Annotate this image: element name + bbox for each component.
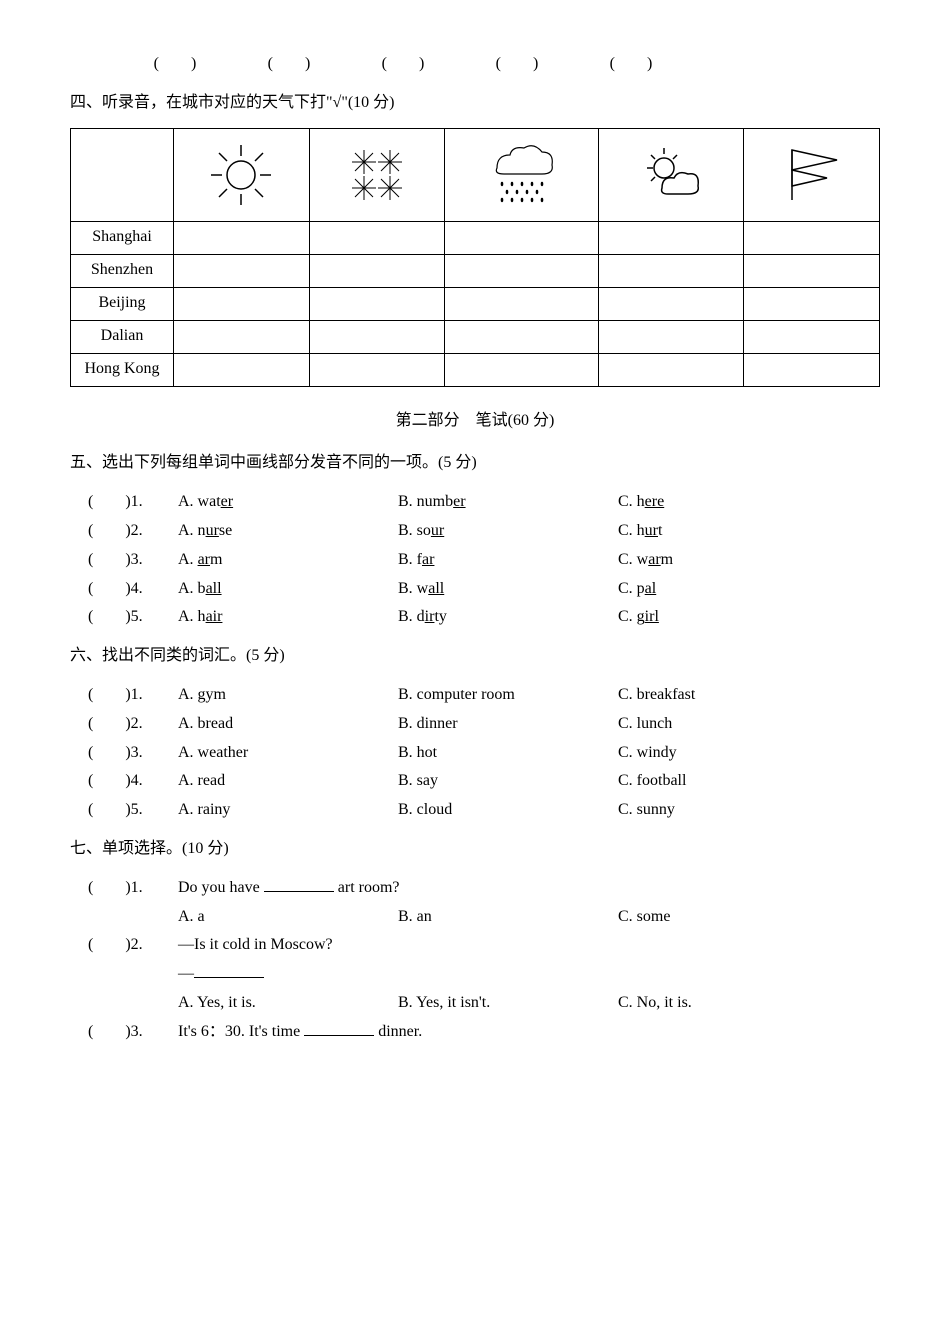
snow-icon bbox=[309, 128, 445, 221]
question-row: ( )5. A. hairB. dirtyC. girl bbox=[88, 603, 880, 632]
option-c: C. here bbox=[618, 488, 664, 517]
paren-slot[interactable]: ( )3. bbox=[88, 739, 178, 768]
option-c: C. No, it is. bbox=[618, 989, 692, 1018]
paren-slot[interactable]: ( )5. bbox=[88, 796, 178, 825]
paren-slot[interactable]: ( )3. bbox=[88, 1018, 178, 1047]
rain-icon bbox=[445, 128, 599, 221]
blank-field[interactable] bbox=[194, 963, 264, 978]
option-c: C. some bbox=[618, 903, 670, 932]
question-row: ( )2. A. breadB. dinnerC. lunch bbox=[88, 710, 880, 739]
question-row: ( )4. A. readB. sayC. football bbox=[88, 767, 880, 796]
option-a: A. nurse bbox=[178, 517, 398, 546]
paren-slot[interactable]: ( ) bbox=[234, 50, 344, 79]
option-c: C. lunch bbox=[618, 710, 672, 739]
paren-slot[interactable]: ( ) bbox=[462, 50, 572, 79]
option-b: B. Yes, it isn't. bbox=[398, 989, 618, 1018]
option-a: A. a bbox=[178, 903, 398, 932]
option-b: B. sour bbox=[398, 517, 618, 546]
paren-slot[interactable]: ( )3. bbox=[88, 546, 178, 575]
question-row: ( )1. A. waterB. numberC. here bbox=[88, 488, 880, 517]
q7-2-options: A. Yes, it is. B. Yes, it isn't. C. No, … bbox=[178, 989, 880, 1018]
cloudy-icon bbox=[599, 128, 744, 221]
paren-slot[interactable]: ( )1. bbox=[88, 681, 178, 710]
section5-title: 五、选出下列每组单词中画线部分发音不同的一项。(5 分) bbox=[70, 449, 880, 478]
checkbox-row: ( ) ( ) ( ) ( ) ( ) bbox=[120, 50, 880, 79]
option-b: B. far bbox=[398, 546, 618, 575]
option-c: C. warm bbox=[618, 546, 673, 575]
blank-field[interactable] bbox=[304, 1020, 374, 1035]
option-a: A. read bbox=[178, 767, 398, 796]
section7-title: 七、单项选择。(10 分) bbox=[70, 835, 880, 864]
option-b: B. dirty bbox=[398, 603, 618, 632]
blank-header bbox=[71, 128, 174, 221]
city-cell: Beijing bbox=[71, 287, 174, 320]
option-b: B. wall bbox=[398, 575, 618, 604]
city-cell: Hong Kong bbox=[71, 353, 174, 386]
option-c: C. breakfast bbox=[618, 681, 695, 710]
q7-3-stem: ( )3. It's 6：30. It's time dinner. bbox=[88, 1018, 880, 1047]
city-cell: Shanghai bbox=[71, 221, 174, 254]
city-cell: Dalian bbox=[71, 320, 174, 353]
section6-title: 六、找出不同类的词汇。(5 分) bbox=[70, 642, 880, 671]
paren-slot[interactable]: ( )5. bbox=[88, 603, 178, 632]
city-cell: Shenzhen bbox=[71, 254, 174, 287]
paren-slot[interactable]: ( )4. bbox=[88, 575, 178, 604]
paren-slot[interactable]: ( ) bbox=[576, 50, 686, 79]
question-row: ( )1. A. gymB. computer roomC. breakfast bbox=[88, 681, 880, 710]
paren-slot[interactable]: ( )2. bbox=[88, 710, 178, 739]
question-row: ( )2. A. nurseB. sourC. hurt bbox=[88, 517, 880, 546]
option-c: C. pal bbox=[618, 575, 656, 604]
q7-1-stem: ( )1. Do you have art room? bbox=[88, 874, 880, 903]
option-b: B. say bbox=[398, 767, 618, 796]
blank-field[interactable] bbox=[264, 876, 334, 891]
option-b: B. dinner bbox=[398, 710, 618, 739]
option-b: B. cloud bbox=[398, 796, 618, 825]
option-b: B. hot bbox=[398, 739, 618, 768]
paren-slot[interactable]: ( )2. bbox=[88, 517, 178, 546]
section4-title: 四、听录音，在城市对应的天气下打"√"(10 分) bbox=[70, 89, 880, 118]
option-b: B. computer room bbox=[398, 681, 618, 710]
paren-slot[interactable]: ( )1. bbox=[88, 874, 178, 903]
question-row: ( )3. A. armB. farC. warm bbox=[88, 546, 880, 575]
option-c: C. football bbox=[618, 767, 686, 796]
sun-icon bbox=[174, 128, 310, 221]
q7-2-response: — bbox=[178, 960, 880, 989]
option-b: B. an bbox=[398, 903, 618, 932]
paren-slot[interactable]: ( )1. bbox=[88, 488, 178, 517]
option-a: A. hair bbox=[178, 603, 398, 632]
question-row: ( )3. A. weatherB. hotC. windy bbox=[88, 739, 880, 768]
wind-icon bbox=[744, 128, 880, 221]
option-a: A. bread bbox=[178, 710, 398, 739]
paren-slot[interactable]: ( ) bbox=[348, 50, 458, 79]
paren-slot[interactable]: ( )4. bbox=[88, 767, 178, 796]
option-a: A. rainy bbox=[178, 796, 398, 825]
question-row: ( )4. A. ballB. wallC. pal bbox=[88, 575, 880, 604]
option-a: A. ball bbox=[178, 575, 398, 604]
option-a: A. arm bbox=[178, 546, 398, 575]
option-a: A. gym bbox=[178, 681, 398, 710]
option-a: A. Yes, it is. bbox=[178, 989, 398, 1018]
option-c: C. windy bbox=[618, 739, 677, 768]
q7-2-stem: ( )2. —Is it cold in Moscow? bbox=[88, 931, 880, 960]
option-a: A. water bbox=[178, 488, 398, 517]
option-c: C. hurt bbox=[618, 517, 662, 546]
option-a: A. weather bbox=[178, 739, 398, 768]
paren-slot[interactable]: ( ) bbox=[120, 50, 230, 79]
part2-title: 第二部分 笔试(60 分) bbox=[70, 407, 880, 436]
option-b: B. number bbox=[398, 488, 618, 517]
option-c: C. sunny bbox=[618, 796, 675, 825]
q7-1-options: A. a B. an C. some bbox=[178, 903, 880, 932]
question-row: ( )5. A. rainyB. cloudC. sunny bbox=[88, 796, 880, 825]
option-c: C. girl bbox=[618, 603, 659, 632]
paren-slot[interactable]: ( )2. bbox=[88, 931, 178, 960]
weather-table: Shanghai Shenzhen Beijing Dalian Hong Ko… bbox=[70, 128, 880, 387]
